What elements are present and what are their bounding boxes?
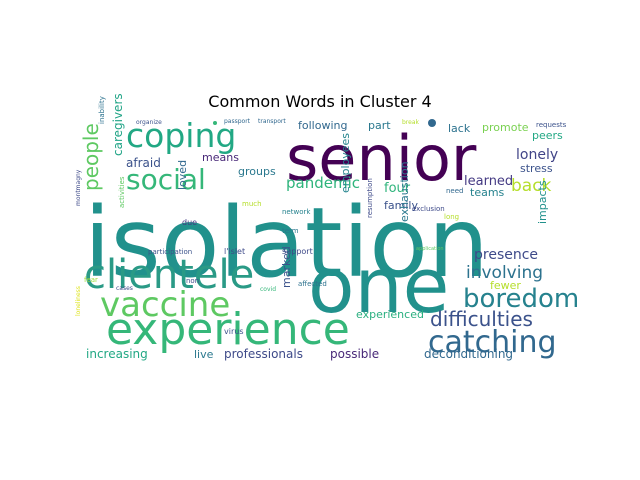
cloud-word: exclusion <box>412 205 445 213</box>
cloud-word: employees <box>339 133 352 193</box>
cloud-word: learned <box>464 174 513 189</box>
cloud-word: experienced <box>356 308 424 321</box>
cloud-word: caregivers <box>111 93 125 156</box>
cloud-word: requests <box>536 121 567 129</box>
cloud-word: groups <box>238 165 276 178</box>
cloud-word: experience <box>106 304 350 355</box>
cloud-word: passport <box>224 118 251 125</box>
cloud-word: affected <box>298 280 327 288</box>
cloud-word: covid <box>260 286 276 293</box>
cloud-word: vaccine <box>100 285 230 325</box>
cloud-word: difficulties <box>430 307 533 331</box>
cloud-word: network <box>282 208 311 216</box>
cloud-word: inability <box>98 96 106 124</box>
cloud-word: teams <box>470 186 505 199</box>
cloud-background <box>80 118 560 363</box>
cloud-word: family <box>384 199 418 212</box>
cloud-word: peers <box>532 129 563 142</box>
cloud-word: part <box>368 119 391 132</box>
cloud-word: much <box>242 200 262 208</box>
cloud-word: back <box>511 176 552 196</box>
cloud-word: afraid <box>126 156 161 170</box>
cloud-word: transport <box>258 118 286 125</box>
cloud-word: following <box>298 119 347 132</box>
cloud-word: l'islet <box>224 247 245 256</box>
cloud-word: means <box>202 151 239 164</box>
cloud-word: stress <box>520 162 553 175</box>
cloud-word: catching <box>428 325 557 360</box>
cloud-word: participation <box>148 248 192 256</box>
cloud-word: people <box>79 123 103 191</box>
cloud-word: fewer <box>490 279 521 292</box>
cloud-word: loneliness <box>75 286 82 316</box>
cloud-word: fear <box>84 276 98 284</box>
cloud-dot <box>213 121 217 125</box>
cloud-word: presence <box>474 247 538 263</box>
cloud-word: resumption <box>366 178 374 218</box>
cloud-word: loved <box>176 160 189 190</box>
cloud-word: impacts <box>536 180 549 224</box>
cloud-word: long <box>444 213 459 221</box>
cloud-word: senior <box>286 122 477 195</box>
cloud-word: pandemic <box>286 174 360 192</box>
cloud-word: involving <box>466 263 543 283</box>
cloud-word: activities <box>118 176 126 208</box>
cloud-word: virus <box>224 327 243 336</box>
cloud-word: possible <box>330 347 379 361</box>
cloud-word: boredom <box>463 284 579 314</box>
chart-title: Common Words in Cluster 4 <box>208 92 432 111</box>
cloud-word: organize <box>136 119 162 126</box>
cloud-word: live <box>194 348 214 361</box>
cloud-word: marked <box>280 246 293 288</box>
cloud-word: need <box>446 187 464 195</box>
cloud-word: isolation <box>84 187 489 299</box>
cloud-word: montmagny <box>75 169 82 206</box>
cloud-word: lack <box>448 122 471 135</box>
cloud-word: coping <box>126 116 236 155</box>
cloud-dot <box>428 119 436 127</box>
cloud-word: support <box>282 247 313 256</box>
cloud-word: deconditioning <box>424 347 513 361</box>
cloud-word: break <box>402 119 420 126</box>
cloud-word: lonely <box>516 147 558 163</box>
cloud-word: term <box>282 227 299 235</box>
cloud-word: one <box>308 241 449 330</box>
cloud-word: application <box>416 246 444 252</box>
cloud-word: four <box>384 181 411 196</box>
cloud-word: exhaustion <box>398 161 411 222</box>
cloud-word: clientele <box>84 252 254 298</box>
cloud-word: social <box>126 163 206 196</box>
cloud-word: non <box>186 277 199 285</box>
cloud-word: promote <box>482 121 529 134</box>
cloud-word: due <box>182 218 197 227</box>
cloud-word: cases <box>116 285 133 292</box>
cloud-word: increasing <box>86 347 148 361</box>
cloud-word: professionals <box>224 347 303 361</box>
